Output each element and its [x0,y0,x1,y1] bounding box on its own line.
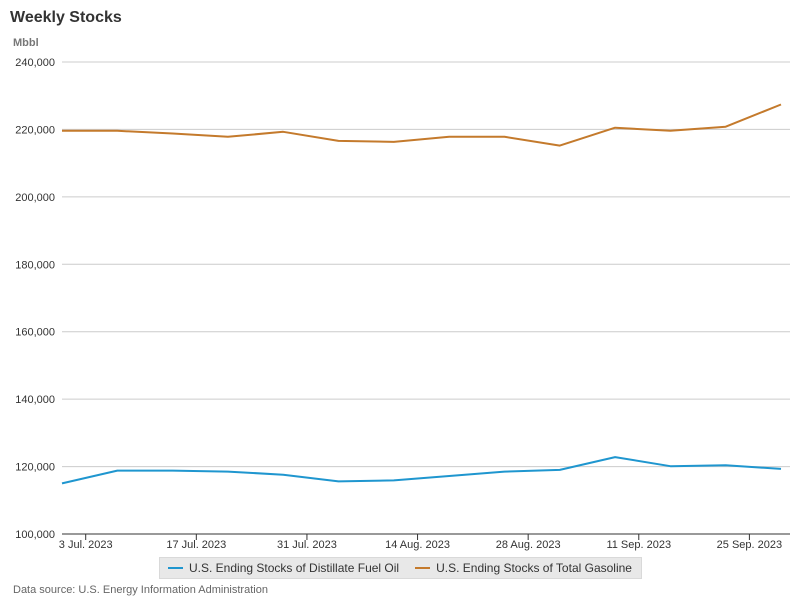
legend-item-distillate[interactable]: U.S. Ending Stocks of Distillate Fuel Oi… [168,561,399,575]
y-tick-label: 220,000 [15,124,55,136]
x-tick-label: 25 Sep. 2023 [717,539,782,551]
y-tick-label: 140,000 [15,394,55,406]
x-tick-label: 28 Aug. 2023 [496,539,561,551]
legend-label-distillate: U.S. Ending Stocks of Distillate Fuel Oi… [189,561,400,575]
legend-item-gasoline[interactable]: U.S. Ending Stocks of Total Gasoline [415,561,632,575]
gridlines [62,61,790,468]
y-tick-label: 240,000 [15,57,55,69]
y-axis-ticks: 100,000 120,000 140,000 160,000 180,000 200,0… [15,57,55,541]
x-tick-label: 17 Jul. 2023 [166,539,226,551]
y-axis-unit-label: Mbbl [13,37,39,49]
series-lines [61,103,782,485]
series-line-distillate [61,456,782,485]
legend: U.S. Ending Stocks of Distillate Fuel Oi… [159,557,642,579]
legend-swatch-distillate [168,567,183,569]
x-tick-label: 11 Sep. 2023 [606,539,671,551]
y-tick-label: 100,000 [15,529,55,541]
y-tick-label: 120,000 [15,462,55,474]
chart-title: Weekly Stocks [10,9,122,26]
x-tick-label: 31 Jul. 2023 [277,539,337,551]
x-tick-label: 3 Jul. 2023 [59,539,113,551]
legend-label-gasoline: U.S. Ending Stocks of Total Gasoline [436,561,632,575]
x-axis: 3 Jul. 2023 17 Jul. 2023 31 Jul. 2023 14 Au… [59,533,790,551]
y-tick-label: 180,000 [15,259,55,271]
legend-swatch-gasoline [415,567,431,569]
series-line-gasoline [62,103,782,147]
y-tick-label: 200,000 [15,192,55,204]
y-tick-label: 160,000 [15,327,55,339]
x-tick-label: 14 Aug. 2023 [385,539,450,551]
data-source-note: Data source: U.S. Energy Information Adm… [13,584,268,596]
